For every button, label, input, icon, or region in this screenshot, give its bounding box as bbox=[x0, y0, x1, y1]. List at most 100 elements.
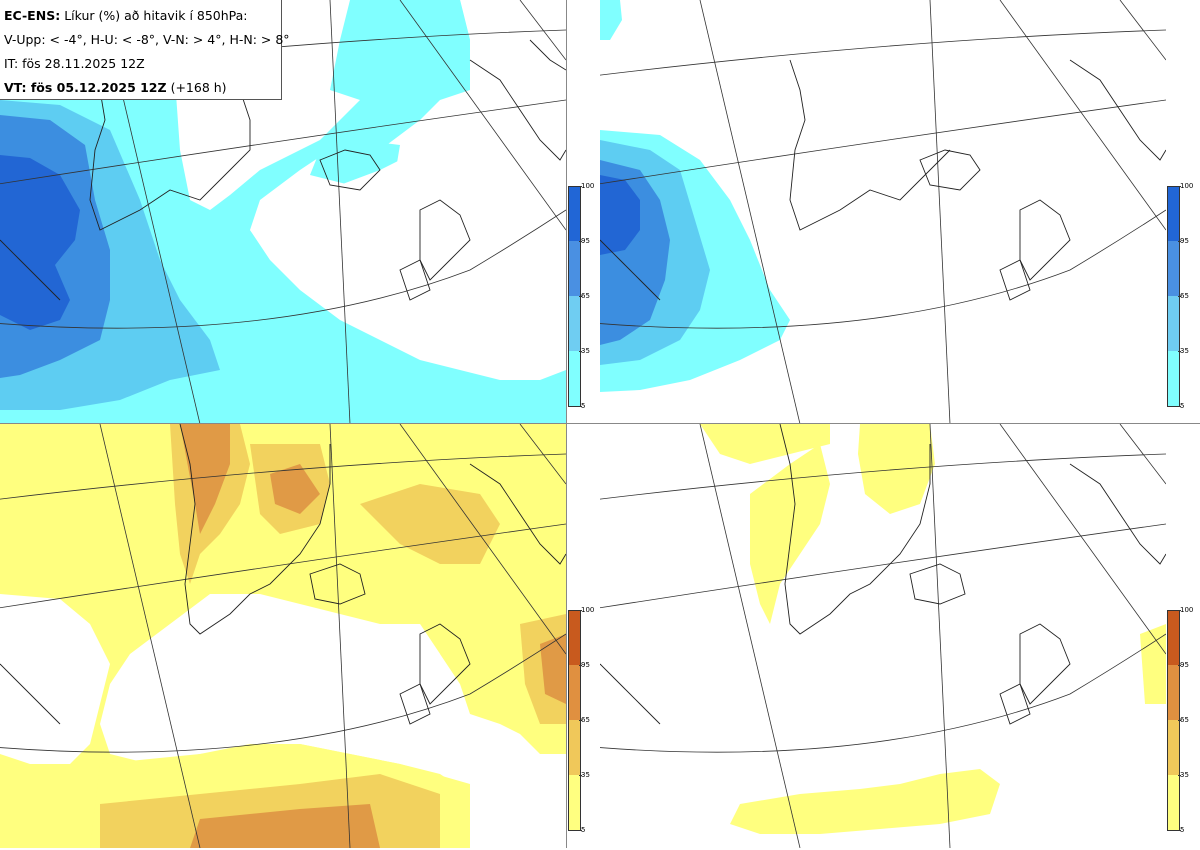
map-cold-4 bbox=[0, 0, 566, 424]
colorbar-tick-label: 65 bbox=[1180, 292, 1189, 300]
prob-area-5-top bbox=[600, 0, 622, 40]
map-panel-cold-4 bbox=[0, 0, 566, 424]
map-cold-8 bbox=[600, 0, 1166, 424]
prob-area-5-d bbox=[1140, 624, 1166, 704]
colorbar-tick-mark bbox=[579, 775, 582, 776]
initial-time: IT: fös 28.11.2025 12Z bbox=[4, 56, 145, 71]
colorbar-tick-label: 95 bbox=[581, 237, 590, 245]
prob-area-5-e bbox=[730, 769, 1000, 834]
map-warm-8 bbox=[600, 424, 1166, 848]
colorbar-segment bbox=[568, 610, 581, 666]
coastline bbox=[0, 424, 566, 725]
colorbar-tick-mark bbox=[1178, 406, 1181, 407]
colorbar-tick-mark bbox=[1178, 351, 1181, 352]
colorbar-segment bbox=[568, 775, 581, 831]
colorbar-tick-mark bbox=[579, 830, 582, 831]
colorbar-tick-label: 35 bbox=[581, 771, 590, 779]
thresholds-line: V-Upp: < -4°, H-U: < -8°, V-N: > 4°, H-N… bbox=[4, 32, 290, 47]
colorbar-tick-mark bbox=[579, 720, 582, 721]
colorbar-tick-label: 95 bbox=[1180, 661, 1189, 669]
prob-area-5-b bbox=[330, 0, 470, 100]
colorbar-tick-mark bbox=[579, 406, 582, 407]
colorbar-segment bbox=[568, 186, 581, 242]
no-prob-area bbox=[0, 594, 110, 764]
lead-time: (+168 h) bbox=[170, 80, 227, 95]
prob-area-35-c bbox=[360, 484, 500, 564]
colorbar-tick-mark bbox=[1178, 720, 1181, 721]
colorbar-segment bbox=[1167, 775, 1180, 831]
colorbar-segment bbox=[568, 351, 581, 407]
graticule bbox=[600, 424, 1166, 848]
colorbar-tick-mark bbox=[1178, 186, 1181, 187]
colorbar-segment bbox=[1167, 351, 1180, 407]
colorbar-segment bbox=[1167, 665, 1180, 720]
colorbar-segment bbox=[1167, 610, 1180, 666]
map-panel-warm-4 bbox=[0, 424, 566, 848]
colorbar-tick-label: 95 bbox=[581, 661, 590, 669]
colorbar-tick-label: 35 bbox=[1180, 347, 1189, 355]
valid-time-line: VT: fös 05.12.2025 12Z (+168 h) bbox=[4, 76, 277, 100]
coastline bbox=[600, 424, 1166, 725]
colorbar-tick-label: 5 bbox=[1180, 826, 1185, 834]
colorbar-tick-label: 5 bbox=[1180, 402, 1185, 410]
colorbar-tick-mark bbox=[579, 296, 582, 297]
no-prob-area-2 bbox=[250, 80, 566, 375]
colorbar-segment bbox=[1167, 186, 1180, 242]
colorbar-segment bbox=[568, 296, 581, 351]
map-legend-box: EC-ENS: Líkur (%) að hitavik í 850hPa: V… bbox=[0, 0, 290, 100]
colorbar-cold-right: 100 95 65 35 5 bbox=[1167, 182, 1200, 426]
map-panel-cold-8 bbox=[600, 0, 1166, 424]
colorbar-warm-right: 100 95 65 35 5 bbox=[1167, 606, 1200, 850]
colorbar-segment bbox=[568, 720, 581, 775]
coastline bbox=[0, 39, 566, 301]
prob-area-65-c bbox=[540, 634, 566, 704]
colorbar-tick-mark bbox=[1178, 241, 1181, 242]
title-line: EC-ENS: Líkur (%) að hitavik í 850hPa: bbox=[4, 4, 277, 28]
colorbar-tick-label: 100 bbox=[1180, 606, 1194, 614]
colorbar-tick-mark bbox=[1178, 296, 1181, 297]
model-label: EC-ENS: bbox=[4, 8, 61, 23]
colorbar-tick-label: 100 bbox=[1180, 182, 1194, 190]
colorbar-tick-label: 35 bbox=[1180, 771, 1189, 779]
colorbar-cold-left: 100 95 65 35 5 bbox=[568, 182, 602, 426]
colorbar-tick-label: 95 bbox=[1180, 237, 1189, 245]
prob-area-5-c bbox=[858, 424, 935, 514]
map-panel-warm-8 bbox=[600, 424, 1166, 848]
prob-area-5 bbox=[750, 444, 830, 624]
colorbar-tick-mark bbox=[1178, 775, 1181, 776]
colorbar-segment bbox=[1167, 720, 1180, 775]
prob-area-65-b bbox=[270, 464, 320, 514]
colorbar-tick-label: 5 bbox=[581, 826, 586, 834]
colorbar-segment bbox=[1167, 241, 1180, 296]
prob-area-65 bbox=[180, 424, 230, 534]
prob-area-5-b bbox=[700, 424, 830, 464]
graticule bbox=[600, 0, 1166, 424]
colorbar-tick-mark bbox=[579, 241, 582, 242]
prob-area-95 bbox=[600, 175, 640, 255]
colorbar-tick-mark bbox=[579, 665, 582, 666]
map-warm-4 bbox=[0, 424, 566, 848]
colorbar-segment bbox=[1167, 296, 1180, 351]
colorbar-tick-mark bbox=[579, 351, 582, 352]
colorbar-tick-mark bbox=[1178, 665, 1181, 666]
colorbar-warm-left: 100 95 65 35 5 bbox=[568, 606, 602, 850]
colorbar-segment bbox=[568, 665, 581, 720]
colorbar-tick-mark bbox=[1178, 830, 1181, 831]
coastline bbox=[600, 59, 1166, 301]
colorbar-tick-mark bbox=[579, 186, 582, 187]
colorbar-segment bbox=[568, 241, 581, 296]
colorbar-tick-label: 100 bbox=[581, 606, 595, 614]
panel-divider-horizontal bbox=[0, 423, 1200, 424]
colorbar-tick-label: 100 bbox=[581, 182, 595, 190]
colorbar-tick-label: 65 bbox=[581, 716, 590, 724]
valid-time: VT: fös 05.12.2025 12Z bbox=[4, 80, 167, 95]
colorbar-tick-label: 5 bbox=[581, 402, 586, 410]
colorbar-tick-label: 65 bbox=[581, 292, 590, 300]
colorbar-tick-mark bbox=[579, 610, 582, 611]
prob-area-95 bbox=[0, 155, 80, 330]
panel-divider-vertical bbox=[566, 0, 567, 848]
colorbar-tick-label: 65 bbox=[1180, 716, 1189, 724]
graticule bbox=[0, 424, 566, 848]
colorbar-tick-label: 35 bbox=[581, 347, 590, 355]
title-text: Líkur (%) að hitavik í 850hPa: bbox=[64, 8, 248, 23]
